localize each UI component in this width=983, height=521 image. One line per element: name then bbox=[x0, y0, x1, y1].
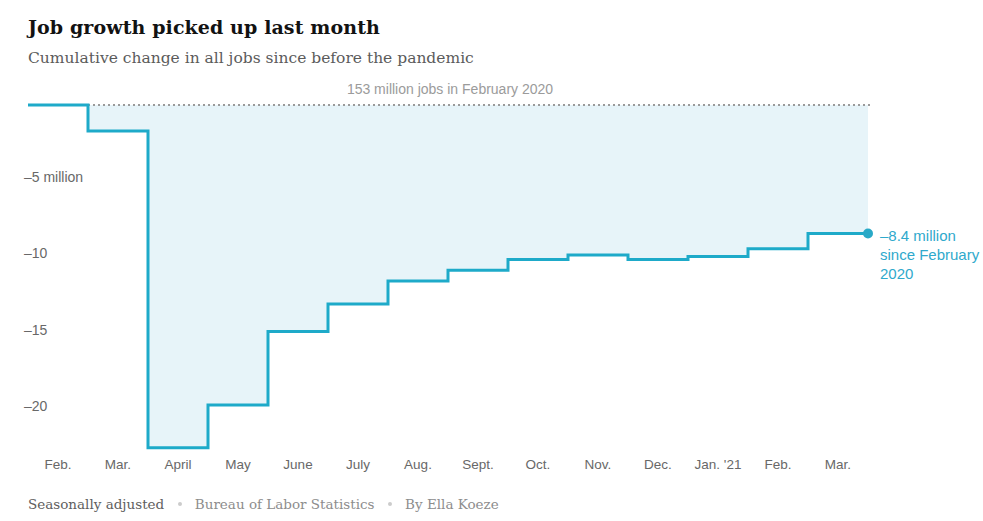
footer-byline: By Ella Koeze bbox=[405, 496, 499, 512]
x-tick-label: Dec. bbox=[644, 457, 672, 472]
footer-source: Bureau of Labor Statistics bbox=[195, 496, 375, 512]
x-tick-label: Nov. bbox=[585, 457, 612, 472]
x-tick-label: July bbox=[346, 457, 370, 472]
x-tick-label: April bbox=[164, 457, 191, 472]
step-area-chart: –5 million–10–15–20Feb.Mar.AprilMayJuneJ… bbox=[0, 0, 983, 521]
x-tick-label: Mar. bbox=[105, 457, 131, 472]
endpoint-dot bbox=[863, 229, 873, 239]
x-tick-label: Mar. bbox=[825, 457, 851, 472]
y-tick-label: –10 bbox=[24, 245, 48, 261]
dot-separator-icon bbox=[388, 502, 392, 506]
y-tick-label: –20 bbox=[24, 398, 48, 414]
y-tick-label: –15 bbox=[24, 322, 48, 338]
x-tick-label: Jan. '21 bbox=[695, 457, 742, 472]
endpoint-annotation: –8.4 million since February 2020 bbox=[880, 226, 983, 283]
x-tick-label: Feb. bbox=[764, 457, 791, 472]
chart-footer: Seasonally adjusted Bureau of Labor Stat… bbox=[28, 496, 499, 512]
x-tick-label: Aug. bbox=[404, 457, 432, 472]
x-tick-label: June bbox=[283, 457, 312, 472]
chart-card: Job growth picked up last month Cumulati… bbox=[0, 0, 983, 521]
footer-note: Seasonally adjusted bbox=[28, 496, 164, 512]
y-tick-label: –5 million bbox=[24, 169, 83, 185]
x-tick-label: Sept. bbox=[462, 457, 494, 472]
x-tick-label: Oct. bbox=[526, 457, 551, 472]
dot-separator-icon bbox=[178, 502, 182, 506]
x-tick-label: May bbox=[225, 457, 251, 472]
x-tick-label: Feb. bbox=[44, 457, 71, 472]
